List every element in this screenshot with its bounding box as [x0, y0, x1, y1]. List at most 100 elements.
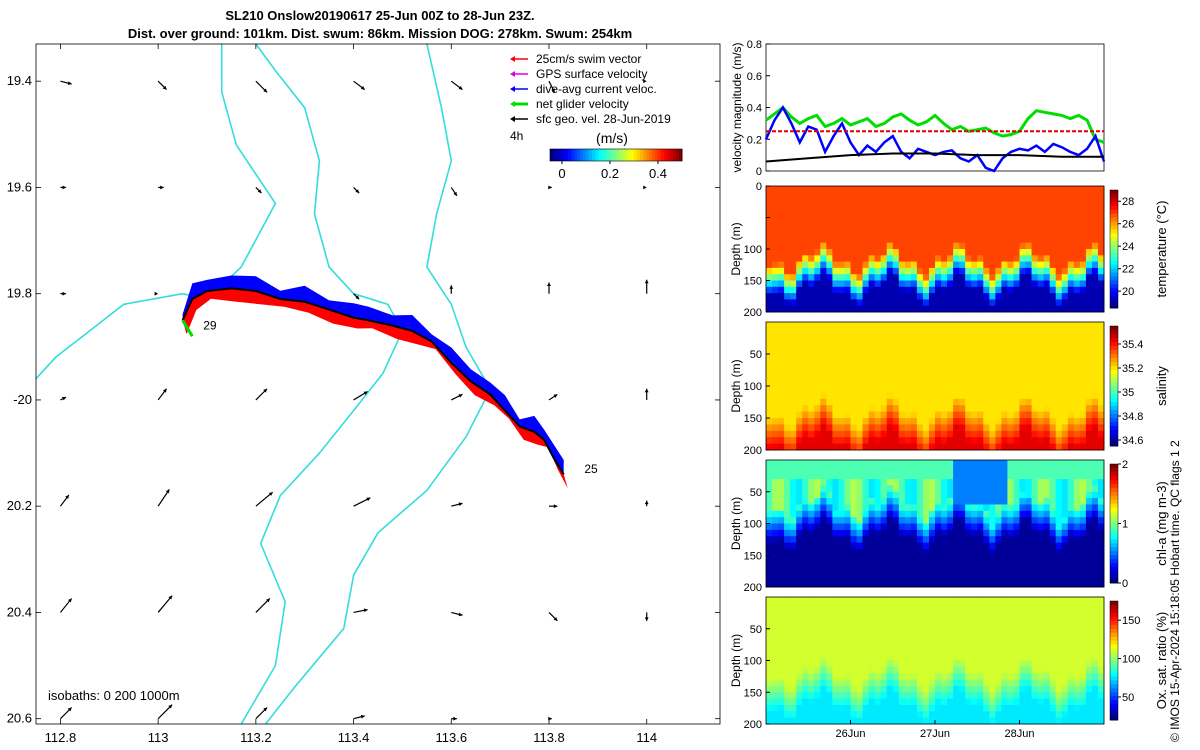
velocity-y-tick-label-2: 0.4 [747, 103, 762, 115]
heatmap-2-cell-14-19 [850, 580, 857, 588]
heatmap-1-cell-11-5 [832, 354, 839, 361]
heatmap-2-cell-21-15 [892, 555, 900, 562]
heatmap-3-cell-48-10 [1055, 660, 1063, 668]
heatmap-1-cell-40-18 [1007, 437, 1014, 444]
heatmap-1-cell-33-16 [965, 424, 972, 432]
heatmap-3-cell-44-17 [1031, 704, 1039, 712]
heatmap-2-cell-45-3 [1037, 479, 1045, 486]
heatmap-0-cell-14-2 [850, 198, 857, 206]
heatmap-1-cell-27-9 [928, 379, 936, 387]
heatmap-2-cell-24-4 [910, 485, 918, 493]
heatmap-2-cell-24-6 [910, 498, 918, 505]
heatmap-3-cell-16-1 [862, 603, 870, 611]
heatmap-1-cell-27-19 [928, 443, 936, 451]
heatmap-1-cell-50-0 [1067, 322, 1075, 329]
sfc-vector-head-19 [643, 79, 647, 84]
heatmap-2-cell-40-2 [1007, 472, 1014, 480]
map-colorbar-cell-15 [595, 149, 599, 161]
heatmap-3-cell-40-19 [1007, 717, 1014, 725]
heatmap-0-cell-49-11 [1061, 255, 1069, 262]
heatmap-3-cell-9-6 [820, 635, 827, 642]
heatmap-0-cell-33-13 [965, 267, 972, 275]
heatmap-2-cell-41-15 [1013, 555, 1020, 562]
heatmap-1-cell-47-3 [1049, 341, 1057, 348]
heatmap-0-cell-21-17 [892, 293, 900, 300]
heatmap-1-cell-49-1 [1061, 328, 1069, 336]
heatmap-2-cell-30-12 [947, 536, 954, 543]
heatmap-2-cell-8-4 [814, 485, 821, 493]
heatmap-2-cell-12-15 [838, 555, 845, 562]
heatmap-0-cell-29-6 [941, 223, 948, 231]
heatmap-1-cell-0-15 [766, 418, 773, 425]
heatmap-2-cell-31-18 [953, 574, 960, 582]
heatmap-3-cell-26-10 [922, 660, 930, 668]
heatmap-1-cell-22-4 [898, 347, 906, 355]
heatmap-2-cell-21-17 [892, 567, 900, 575]
heatmap-3-cell-12-15 [838, 692, 845, 699]
heatmap-0-cell-40-16 [1007, 286, 1014, 294]
heatmap-3-cell-18-8 [874, 647, 882, 655]
heatmap-1-cell-50-18 [1067, 437, 1075, 444]
heatmap-0-cell-26-9 [922, 242, 930, 250]
heatmap-2-cell-39-17 [1001, 567, 1008, 575]
heatmap-2-cell-32-14 [959, 548, 966, 556]
heatmap-2-cell-37-2 [989, 472, 996, 480]
heatmap-0-cell-53-11 [1085, 255, 1093, 262]
heatmap-0-cell-43-1 [1025, 192, 1032, 199]
heatmap-0-cell-25-15 [916, 280, 924, 288]
heatmap-1-cell-37-3 [989, 341, 996, 348]
heatmap-2-cell-1-7 [772, 504, 779, 512]
heatmap-3-cell-12-14 [838, 685, 845, 693]
heatmap-1-colorbar-tick-label-2: 35 [1122, 387, 1134, 399]
heatmap-2-cell-20-12 [886, 536, 894, 543]
heatmap-0-cell-5-15 [796, 280, 803, 288]
heatmap-0-cell-34-3 [971, 204, 978, 212]
heatmap-3-cell-44-0 [1031, 597, 1039, 604]
heatmap-0-cell-30-18 [947, 299, 954, 307]
heatmap-0-cell-4-18 [790, 299, 797, 307]
heatmap-3-cell-35-13 [977, 679, 984, 687]
heatmap-2-cell-41-2 [1013, 472, 1020, 480]
heatmap-0-cell-21-12 [892, 261, 900, 269]
heatmap-3-cell-37-2 [989, 609, 996, 617]
heatmap-3-cell-30-0 [947, 597, 954, 604]
heatmap-0-cell-19-3 [880, 204, 888, 212]
heatmap-2-cell-16-0 [862, 460, 870, 467]
heatmap-3-cell-7-0 [808, 597, 815, 604]
heatmap-0-cell-14-16 [850, 286, 857, 294]
heatmap-0-cell-18-12 [874, 261, 882, 269]
heatmap-2-cell-13-8 [844, 510, 851, 518]
heatmap-1-cell-39-10 [1001, 386, 1008, 393]
heatmap-3-cell-9-18 [820, 711, 827, 719]
heatmap-2-cell-29-7 [941, 504, 948, 512]
heatmap-1-cell-19-12 [880, 398, 888, 406]
heatmap-2-cell-5-8 [796, 510, 803, 518]
map-colorbar-cell-13 [589, 149, 593, 161]
heatmap-3-cell-31-17 [953, 704, 960, 712]
heatmap-2-colorbar-cell-28 [1110, 575, 1118, 580]
heatmap-0-cell-13-5 [844, 217, 851, 225]
heatmap-2-cell-9-5 [820, 491, 827, 499]
heatmap-1-cell-35-10 [977, 386, 984, 393]
heatmap-3-cell-22-12 [898, 673, 906, 680]
heatmap-0-cell-21-16 [892, 286, 900, 294]
heatmap-1-cell-54-19 [1091, 443, 1099, 451]
heatmap-3-cell-23-16 [904, 698, 912, 706]
heatmap-2-cell-6-5 [802, 491, 809, 499]
heatmap-1-cell-38-13 [995, 405, 1002, 412]
heatmap-0-cell-36-12 [983, 261, 990, 269]
heatmap-1-cell-44-0 [1031, 322, 1039, 329]
heatmap-3-cell-42-3 [1019, 616, 1026, 623]
heatmap-0-cell-12-18 [838, 299, 845, 307]
heatmap-0-cell-54-3 [1091, 204, 1099, 212]
heatmap-1-cell-55-19 [1097, 443, 1105, 451]
heatmap-1-cell-45-13 [1037, 405, 1045, 412]
heatmap-1-cell-27-1 [928, 328, 936, 336]
heatmap-3-cell-7-5 [808, 628, 815, 636]
heatmap-3-cell-19-2 [880, 609, 888, 617]
heatmap-1-cell-51-11 [1073, 392, 1081, 400]
heatmap-2-cell-16-1 [862, 466, 870, 474]
heatmap-0-cell-0-13 [766, 267, 773, 275]
heatmap-0-cell-45-8 [1037, 236, 1045, 244]
heatmap-2-cell-23-8 [904, 510, 912, 518]
